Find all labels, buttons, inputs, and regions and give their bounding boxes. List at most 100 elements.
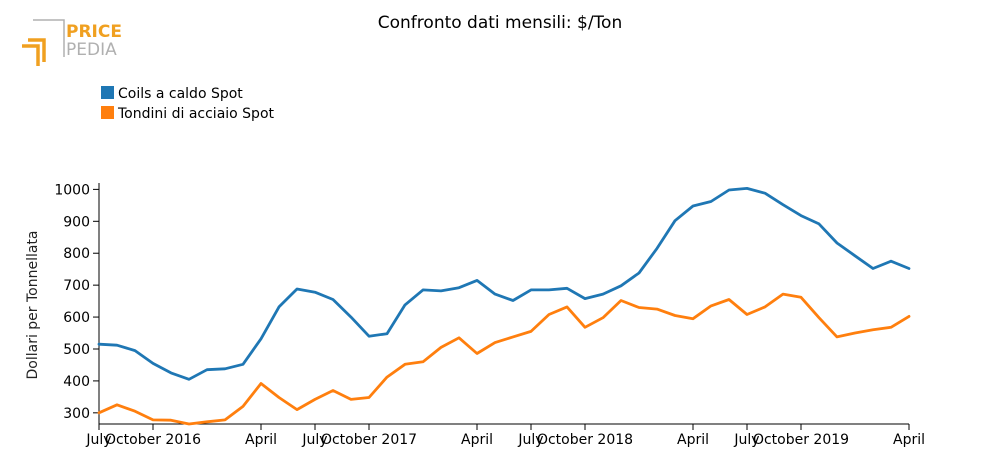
data-point-coils[interactable]: [258, 336, 264, 342]
data-point-coils[interactable]: [834, 240, 840, 246]
data-point-tondini[interactable]: [654, 306, 660, 312]
data-point-coils[interactable]: [420, 287, 426, 293]
data-point-coils[interactable]: [780, 202, 786, 208]
data-point-coils[interactable]: [654, 245, 660, 251]
data-point-coils[interactable]: [906, 266, 912, 272]
data-point-tondini[interactable]: [618, 297, 624, 303]
data-point-tondini[interactable]: [222, 417, 228, 423]
data-point-tondini[interactable]: [204, 419, 210, 425]
series-line-tondini[interactable]: [97, 292, 911, 426]
data-point-coils[interactable]: [510, 297, 516, 303]
data-point-coils[interactable]: [240, 361, 246, 367]
data-point-tondini[interactable]: [258, 380, 264, 386]
data-point-tondini[interactable]: [546, 312, 552, 318]
data-point-tondini[interactable]: [168, 417, 174, 423]
series-line-coils[interactable]: [97, 186, 911, 381]
data-point-coils[interactable]: [708, 199, 714, 205]
data-point-coils[interactable]: [798, 213, 804, 219]
data-point-tondini[interactable]: [834, 334, 840, 340]
data-point-coils[interactable]: [132, 348, 138, 354]
data-point-tondini[interactable]: [708, 303, 714, 309]
data-point-coils[interactable]: [402, 302, 408, 308]
plot-area: [96, 185, 912, 427]
data-point-coils[interactable]: [636, 270, 642, 276]
data-point-coils[interactable]: [888, 258, 894, 264]
data-point-coils[interactable]: [168, 370, 174, 376]
data-point-tondini[interactable]: [420, 359, 426, 365]
data-point-coils[interactable]: [204, 367, 210, 373]
data-point-tondini[interactable]: [762, 304, 768, 310]
data-point-tondini[interactable]: [636, 304, 642, 310]
data-point-coils[interactable]: [672, 218, 678, 224]
data-point-tondini[interactable]: [438, 344, 444, 350]
data-point-tondini[interactable]: [492, 340, 498, 346]
data-point-tondini[interactable]: [330, 387, 336, 393]
data-point-tondini[interactable]: [600, 315, 606, 321]
data-point-tondini[interactable]: [528, 328, 534, 334]
data-point-coils[interactable]: [582, 296, 588, 302]
legend-item-coils[interactable]: Coils a caldo Spot: [101, 86, 243, 102]
data-point-coils[interactable]: [186, 376, 192, 382]
data-point-tondini[interactable]: [510, 334, 516, 340]
data-point-coils[interactable]: [618, 283, 624, 289]
data-point-coils[interactable]: [294, 286, 300, 292]
data-point-coils[interactable]: [492, 291, 498, 297]
data-point-tondini[interactable]: [888, 324, 894, 330]
data-point-coils[interactable]: [600, 291, 606, 297]
data-point-coils[interactable]: [546, 287, 552, 293]
data-point-coils[interactable]: [852, 253, 858, 259]
data-point-coils[interactable]: [330, 297, 336, 303]
data-point-tondini[interactable]: [348, 396, 354, 402]
data-point-tondini[interactable]: [150, 417, 156, 423]
data-point-tondini[interactable]: [870, 327, 876, 333]
data-point-tondini[interactable]: [276, 395, 282, 401]
data-point-tondini[interactable]: [402, 361, 408, 367]
data-point-tondini[interactable]: [132, 408, 138, 414]
legend-item-tondini[interactable]: Tondini di acciaio Spot: [101, 106, 275, 122]
data-point-tondini[interactable]: [690, 316, 696, 322]
data-point-tondini[interactable]: [456, 335, 462, 341]
data-point-coils[interactable]: [114, 342, 120, 348]
data-point-tondini[interactable]: [294, 407, 300, 413]
data-point-tondini[interactable]: [816, 315, 822, 321]
data-point-tondini[interactable]: [906, 313, 912, 319]
data-point-coils[interactable]: [438, 288, 444, 294]
data-point-tondini[interactable]: [474, 350, 480, 356]
data-point-tondini[interactable]: [780, 291, 786, 297]
data-point-tondini[interactable]: [186, 421, 192, 427]
data-point-tondini[interactable]: [798, 294, 804, 300]
data-point-coils[interactable]: [870, 266, 876, 272]
data-point-coils[interactable]: [690, 203, 696, 209]
data-point-coils[interactable]: [366, 333, 372, 339]
data-point-coils[interactable]: [222, 366, 228, 372]
data-point-coils[interactable]: [348, 314, 354, 320]
data-point-tondini[interactable]: [582, 324, 588, 330]
data-point-tondini[interactable]: [96, 410, 102, 416]
data-point-tondini[interactable]: [564, 304, 570, 310]
data-point-coils[interactable]: [384, 331, 390, 337]
data-point-tondini[interactable]: [852, 330, 858, 336]
data-point-coils[interactable]: [528, 287, 534, 293]
data-point-coils[interactable]: [150, 360, 156, 366]
data-point-tondini[interactable]: [366, 395, 372, 401]
data-point-coils[interactable]: [816, 221, 822, 227]
data-point-coils[interactable]: [276, 304, 282, 310]
data-point-coils[interactable]: [744, 185, 750, 191]
data-point-tondini[interactable]: [744, 312, 750, 318]
data-point-coils[interactable]: [96, 341, 102, 347]
data-point-tondini[interactable]: [384, 374, 390, 380]
data-point-tondini[interactable]: [312, 396, 318, 402]
data-point-coils[interactable]: [456, 285, 462, 291]
data-point-tondini[interactable]: [240, 403, 246, 409]
data-point-coils[interactable]: [474, 277, 480, 283]
data-point-tondini[interactable]: [672, 312, 678, 318]
data-point-tondini[interactable]: [114, 402, 120, 408]
data-point-coils[interactable]: [564, 285, 570, 291]
data-point-coils[interactable]: [312, 289, 318, 295]
data-point-coils[interactable]: [726, 187, 732, 193]
legend[interactable]: Coils a caldo Spot Tondini di acciaio Sp…: [101, 86, 275, 122]
x-tick-label: July: [733, 432, 759, 448]
data-point-tondini[interactable]: [726, 297, 732, 303]
data-point-coils[interactable]: [762, 190, 768, 196]
